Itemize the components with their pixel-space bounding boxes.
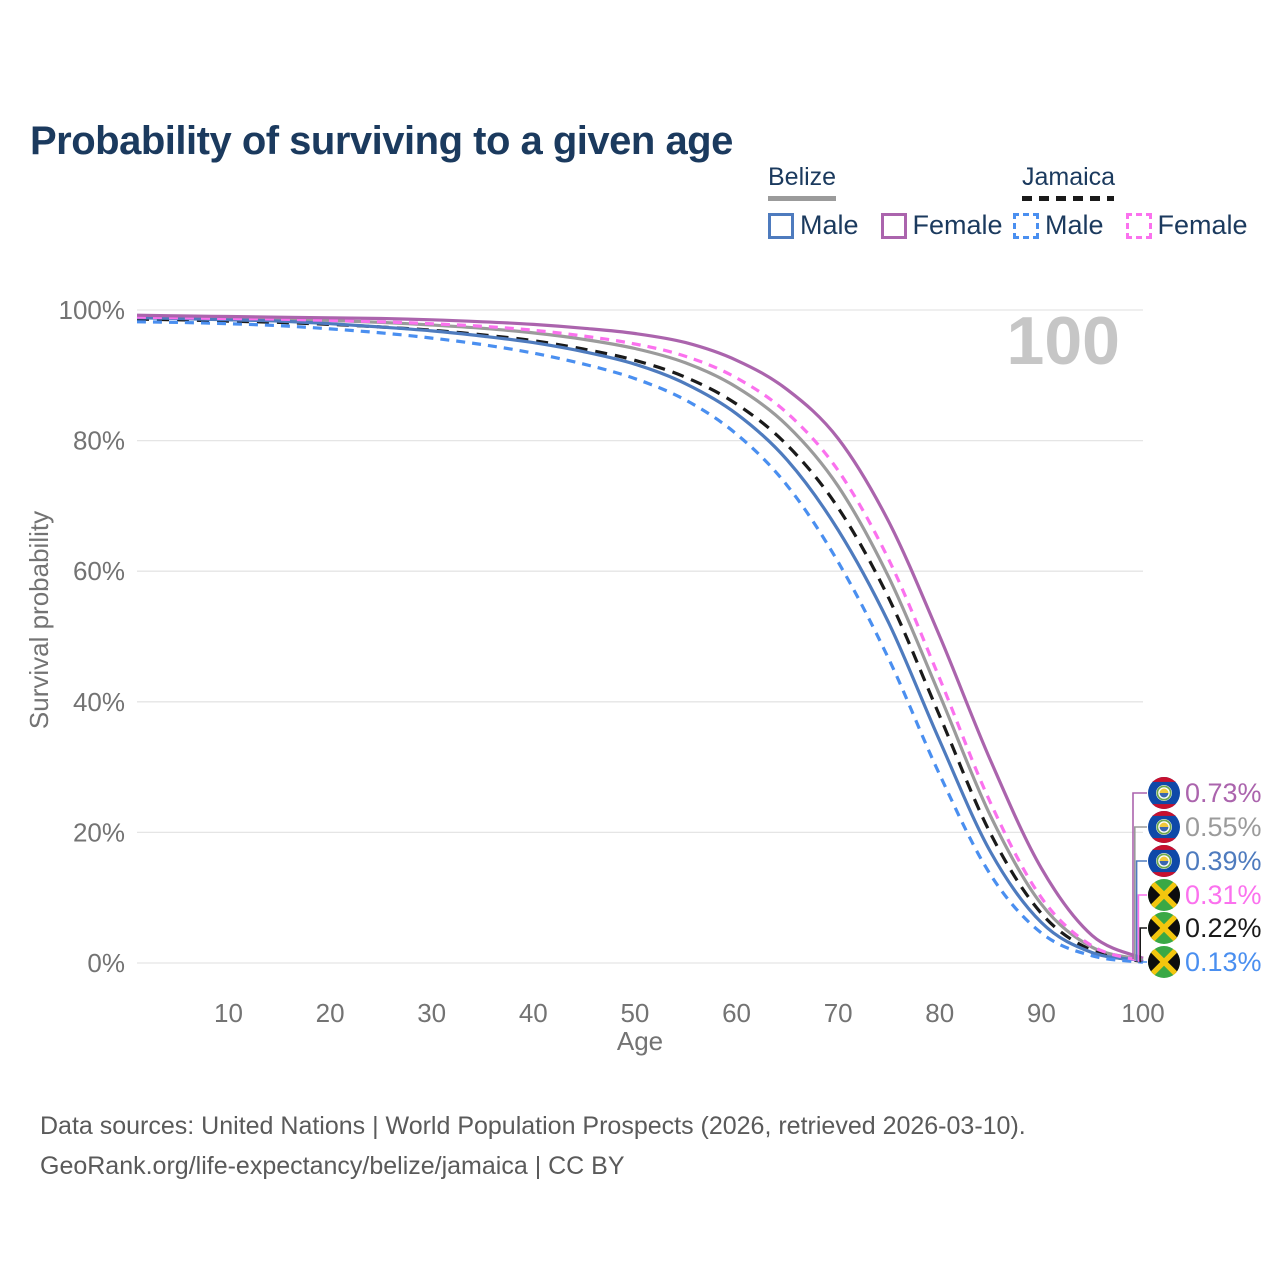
y-tick-label: 100% [59, 295, 126, 325]
legend-item-label: Female [912, 210, 1003, 240]
belize-flag-icon [1148, 811, 1180, 843]
legend-group-belize: Belize Male Female [768, 163, 1025, 241]
end-label-value: 0.31% [1185, 879, 1262, 910]
legend-item-belize-female[interactable]: Female [880, 210, 1003, 241]
x-tick-label: 40 [519, 998, 548, 1028]
legend-item-jamaica-female[interactable]: Female [1125, 210, 1248, 241]
legend-item-jamaica-male[interactable]: Male [1013, 210, 1104, 241]
x-tick-label: 10 [214, 998, 243, 1028]
x-tick-label: 70 [824, 998, 853, 1028]
end-label-row-belize-female: 0.73% [1148, 776, 1262, 810]
legend-group-jamaica: Jamaica Male Female [1013, 163, 1270, 241]
footer: Data sources: United Nations | World Pop… [40, 1106, 1026, 1186]
series-line-jamaica-both-sexes[interactable] [136, 317, 1144, 964]
x-tick-label: 30 [417, 998, 446, 1028]
series-line-belize-both-sexes[interactable] [136, 314, 1144, 961]
x-tick-label: 60 [722, 998, 751, 1028]
x-axis-title: Age [617, 1026, 663, 1056]
y-tick-label: 40% [73, 687, 125, 717]
series-line-belize-female[interactable] [136, 313, 1144, 960]
jamaica-flag-icon [1148, 946, 1180, 978]
legend-rule-jamaica [1022, 196, 1114, 201]
age-counter-watermark: 100 [1007, 303, 1120, 379]
end-label-value: 0.22% [1185, 912, 1262, 943]
y-tick-label: 20% [73, 817, 125, 847]
series-line-belize-male[interactable] [136, 316, 1144, 963]
end-label-value: 0.13% [1185, 946, 1262, 977]
footer-data-sources: Data sources: United Nations | World Pop… [40, 1112, 1026, 1140]
y-tick-label: 80% [73, 426, 125, 456]
belize-male-swatch-icon [768, 212, 794, 239]
end-label-value: 0.55% [1185, 811, 1262, 842]
x-tick-label: 80 [925, 998, 954, 1028]
jamaica-female-swatch-icon [1125, 212, 1152, 239]
end-label-row-jamaica-female: 0.31% [1148, 878, 1262, 912]
series-line-jamaica-female[interactable] [136, 315, 1144, 963]
legend-item-label: Male [800, 210, 859, 240]
legend-item-label: Male [1045, 210, 1104, 240]
end-label-row-jamaica-both-sexes: 0.22% [1148, 911, 1262, 945]
end-label-row-belize-both-sexes: 0.55% [1148, 810, 1262, 844]
jamaica-male-swatch-icon [1013, 212, 1039, 239]
end-label-value: 0.39% [1185, 845, 1262, 876]
belize-flag-icon [1148, 845, 1180, 877]
x-tick-label: 100 [1121, 998, 1164, 1028]
x-tick-label: 90 [1027, 998, 1056, 1028]
legend-country-belize: Belize [768, 163, 837, 191]
belize-flag-icon [1148, 777, 1180, 809]
jamaica-flag-icon [1148, 912, 1180, 944]
series-line-jamaica-male[interactable] [136, 320, 1144, 964]
end-label-value: 0.73% [1185, 777, 1262, 808]
legend-rule-belize [768, 196, 836, 201]
page-title: Probability of surviving to a given age [30, 118, 733, 163]
legend-items-belize: Male Female [768, 210, 1025, 241]
end-label-row-jamaica-male: 0.13% [1148, 945, 1262, 979]
legend-item-label: Female [1157, 210, 1248, 240]
y-tick-label: 0% [87, 948, 125, 978]
y-tick-label: 60% [73, 556, 125, 586]
legend-item-belize-male[interactable]: Male [768, 210, 859, 241]
jamaica-flag-icon [1148, 879, 1180, 911]
x-tick-label: 50 [620, 998, 649, 1028]
x-tick-label: 20 [316, 998, 345, 1028]
y-axis-title: Survival probability [24, 511, 54, 729]
end-label-row-belize-male: 0.39% [1148, 844, 1262, 878]
footer-attribution: GeoRank.org/life-expectancy/belize/jamai… [40, 1152, 625, 1180]
legend-items-jamaica: Male Female [1013, 210, 1270, 241]
belize-female-swatch-icon [880, 212, 907, 239]
legend-country-jamaica: Jamaica [1022, 163, 1116, 191]
